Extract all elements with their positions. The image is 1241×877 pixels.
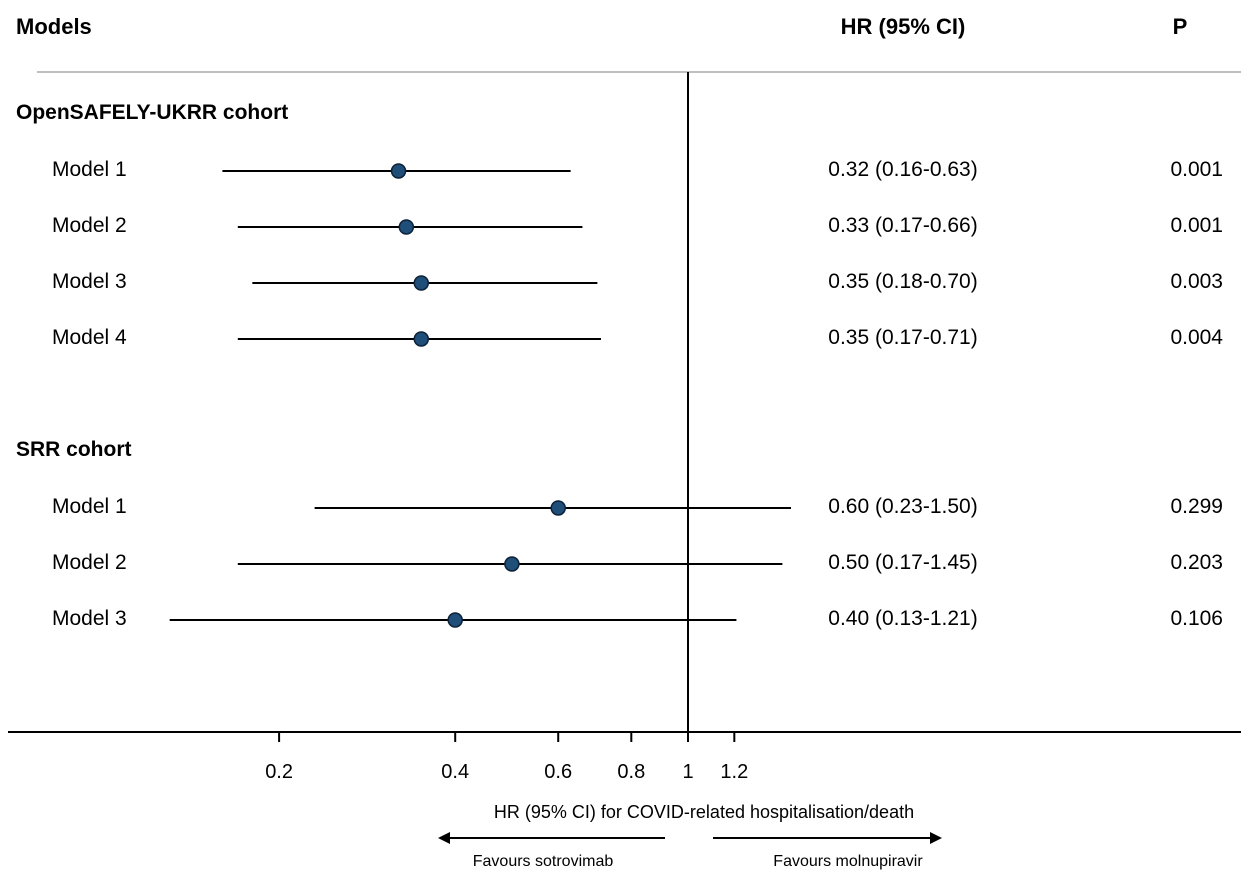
hr-point (504, 556, 520, 572)
hr-ci-value: 0.32 (0.16-0.63) (828, 158, 977, 181)
favours-sotrovimab-label: Favours sotrovimab (473, 853, 614, 870)
hr-ci-value: 0.50 (0.17-1.45) (828, 551, 977, 574)
hr-ci-value: 0.35 (0.18-0.70) (828, 270, 977, 293)
forest-rows: OpenSAFELY-UKRR cohort Model 1 0.32 (0.16-… (16, 101, 1223, 630)
hr-point (398, 219, 415, 235)
x-tick-label: 1 (682, 761, 693, 783)
p-value: 0.001 (1170, 214, 1223, 237)
model-label: Model 2 (52, 551, 127, 574)
model-label: Model 3 (52, 270, 127, 293)
hr-point (413, 331, 430, 347)
model-label: Model 1 (52, 158, 127, 181)
hr-point (413, 275, 430, 291)
p-value: 0.106 (1170, 607, 1223, 630)
hr-point (390, 163, 407, 179)
hr-ci-value: 0.40 (0.13-1.21) (828, 607, 977, 630)
x-tick-label: 0.6 (544, 761, 572, 783)
cohort-heading: OpenSAFELY-UKRR cohort (16, 101, 288, 124)
cohort-heading: SRR cohort (16, 438, 132, 461)
p-value: 0.001 (1170, 158, 1223, 181)
right-arrow (713, 832, 942, 844)
model-label: Model 3 (52, 607, 127, 630)
p-value: 0.299 (1170, 495, 1223, 518)
models-header: Models (16, 14, 92, 39)
hr-ci-header: HR (95% CI) (841, 14, 966, 39)
x-axis-label: HR (95% CI) for COVID-related hospitalis… (494, 802, 914, 822)
left-arrow (438, 832, 665, 844)
x-tick-label: 0.8 (617, 761, 645, 783)
hr-ci-value: 0.33 (0.17-0.66) (828, 214, 977, 237)
model-label: Model 2 (52, 214, 127, 237)
hr-point (550, 500, 566, 516)
x-tick-label: 1.2 (720, 761, 748, 783)
model-label: Model 1 (52, 495, 127, 518)
p-value: 0.003 (1170, 270, 1223, 293)
x-tick-label: 0.2 (265, 761, 293, 783)
model-label: Model 4 (52, 326, 127, 349)
p-value: 0.004 (1170, 326, 1223, 349)
p-value: 0.203 (1170, 551, 1223, 574)
x-tick-label: 0.4 (441, 761, 469, 783)
favours-molnupiravir-label: Favours molnupiravir (773, 853, 923, 870)
hr-point (447, 612, 463, 628)
p-value-header: P (1173, 14, 1188, 39)
hr-ci-value: 0.35 (0.17-0.71) (828, 326, 977, 349)
x-axis-ticks: 0.2 0.4 0.6 0.8 1 1.2 (265, 732, 748, 783)
hr-ci-value: 0.60 (0.23-1.50) (828, 495, 977, 518)
